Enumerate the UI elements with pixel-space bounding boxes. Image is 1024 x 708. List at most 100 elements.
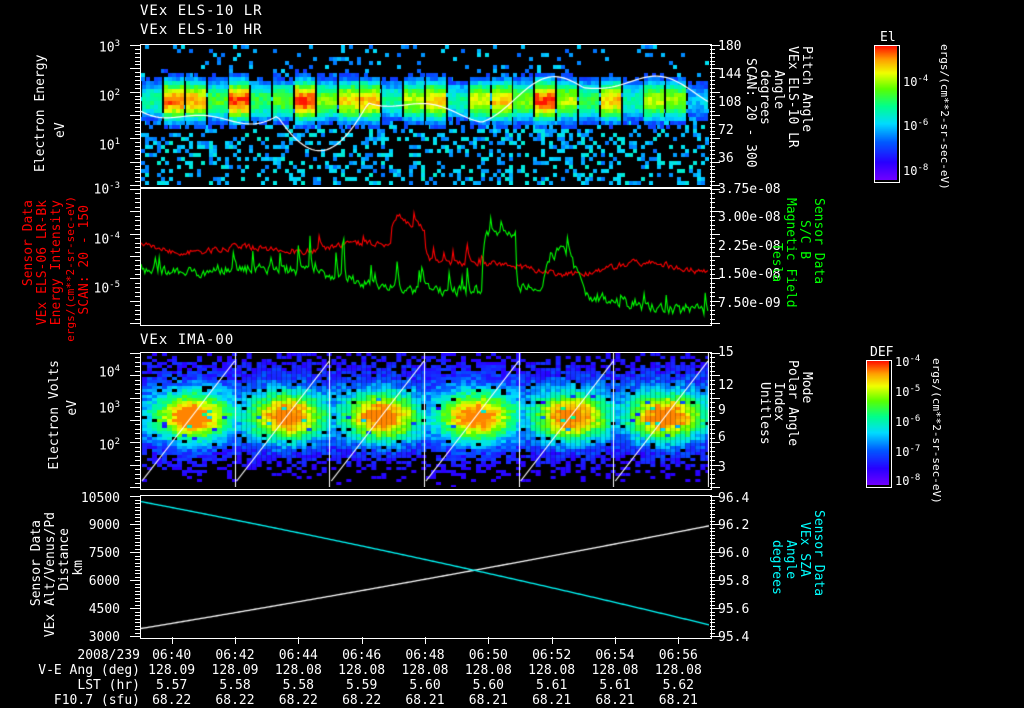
- bottom-cell-time: 06:40: [152, 648, 192, 663]
- panel2-right-label-3: Tesla: [769, 243, 784, 282]
- panel3-left-axis-unit: eV: [65, 400, 80, 416]
- panel4-right-text-0: Sensor Data: [811, 510, 826, 597]
- panel4-left-label-1: VEx Alt/Venus/Pd: [43, 512, 58, 638]
- bottom-cell-f107: 68.21: [468, 693, 508, 708]
- panel-ima-spectrogram[interactable]: [140, 352, 712, 490]
- panel4-ytick-4500: 4500: [88, 602, 120, 617]
- panel3-ytick-1e3: 103: [98, 400, 120, 417]
- bottom-cell-lst: 5.60: [472, 678, 504, 693]
- colorbar3-unit-text: ergs/(cm**2-sr-sec-eV): [930, 358, 943, 504]
- panel4-ytick-right-964: 96.4: [718, 491, 750, 506]
- panel2-left-ticks: [128, 189, 140, 324]
- panel3-right-text-0: Mode: [799, 372, 814, 404]
- panel1-ytick-right-36: 36: [718, 151, 734, 166]
- panel4-right-text-3: degrees: [769, 540, 784, 595]
- panel2-left-label-4: SCAN: 20 - 150: [77, 205, 92, 315]
- colorbar3-tick-1e-8: 10-8: [895, 473, 921, 488]
- panel1-right-label-4: SCAN: 20 - 300: [743, 58, 758, 168]
- panel2-left-text-2: Energy Intensity: [49, 200, 64, 326]
- panel4-ytick-right-958: 95.8: [718, 574, 750, 589]
- panel-els-spectrogram[interactable]: [140, 44, 712, 188]
- panel3-right-label-0: Mode: [799, 372, 814, 404]
- panel4-ytick-right-960: 96.0: [718, 546, 750, 561]
- panel3-right-text-3: Unitless: [757, 382, 772, 445]
- panel4-right-text-2: Angle: [783, 540, 798, 580]
- panel2-left-label-0: Sensor Data: [21, 200, 36, 286]
- colorbar1: [874, 45, 900, 183]
- panel4-left-label-0: Sensor Data: [29, 520, 44, 606]
- panel3-ytick-right-6: 6: [718, 430, 726, 445]
- panel4-right-text-1: VEx SZA: [797, 522, 812, 577]
- panel-energy-magfield[interactable]: [140, 188, 712, 326]
- panel3-title: VEx IMA-00: [140, 332, 235, 348]
- colorbar1-name: El: [880, 30, 896, 45]
- panel1-right-axis-label-d: degrees: [757, 70, 772, 125]
- panel2-right-text-2: Magnetic Field: [783, 198, 798, 308]
- panel3-left-axis-label: Electron Volts: [47, 360, 62, 470]
- panel3-left-text-1: eV: [65, 400, 80, 416]
- panel3-right-text-2: Index: [771, 382, 786, 422]
- panel3-right-label-2: Index: [771, 382, 786, 422]
- panel4-ytick-right-956: 95.6: [718, 602, 750, 617]
- bottom-cell-time: 06:50: [468, 648, 508, 663]
- panel3-ytick-right-3: 3: [718, 460, 726, 475]
- panel1-left-axis-label-text: Electron Energy: [33, 54, 48, 172]
- bottom-cell-f107: 68.21: [532, 693, 572, 708]
- panel3-left-ticks: [128, 353, 140, 488]
- panel1-ytick-10: 101: [98, 137, 120, 154]
- panel3-right-text-1: Polar Angle: [785, 360, 800, 447]
- bottom-cell-lst: 5.61: [536, 678, 568, 693]
- panel1-left-axis-unit-text: eV: [53, 122, 68, 138]
- bottom-row-label-ve-ang: V-E Ang (deg): [38, 663, 140, 678]
- bottom-row-label-f107: F10.7 (sfu): [53, 693, 140, 708]
- panel2-right-text-1: S/C B: [797, 220, 812, 260]
- panel2-left-text-3: ergs/(cm**2-sr-sec-eV): [64, 196, 77, 342]
- panel1-ytick-right-72: 72: [718, 123, 734, 138]
- bottom-cell-ve-ang: 128.08: [654, 663, 702, 678]
- panel4-ytick-6000: 6000: [88, 574, 120, 589]
- panel1-title-hr: VEx ELS-10 HR: [140, 22, 263, 38]
- bottom-row-label-lst: LST (hr): [77, 678, 140, 693]
- panel3-ytick-1e4: 104: [98, 364, 120, 381]
- bottom-cell-f107: 68.22: [215, 693, 255, 708]
- bottom-cell-time: 06:48: [405, 648, 445, 663]
- colorbar3-unit: ergs/(cm**2-sr-sec-eV): [930, 358, 943, 504]
- bottom-cell-f107: 68.22: [152, 693, 192, 708]
- panel1-right-label-2: Angle: [771, 70, 786, 110]
- panel2-right-ticks: [710, 189, 722, 324]
- panel4-right-label-2: Angle: [783, 540, 798, 580]
- panel1-ytick-1000: 103: [98, 39, 120, 56]
- bottom-cell-f107: 68.21: [595, 693, 635, 708]
- colorbar1-unit-text: ergs/(cm**2-sr-sec-eV): [938, 44, 951, 190]
- panel2-ytick-right-750: 7.50e-09: [718, 296, 781, 311]
- panel2-right-text-0: Sensor Data: [811, 198, 826, 285]
- panel2-ytick-right-150: 1.50e-08: [718, 267, 781, 282]
- bottom-cell-ve-ang: 128.08: [591, 663, 639, 678]
- bottom-cell-ve-ang: 128.08: [338, 663, 386, 678]
- panel4-ytick-10500: 10500: [80, 491, 120, 506]
- panel4-ytick-right-954: 95.4: [718, 630, 750, 645]
- panel1-ytick-right-144: 144: [718, 67, 742, 82]
- bottom-cell-lst: 5.59: [346, 678, 378, 693]
- bottom-cell-lst: 5.58: [219, 678, 251, 693]
- panel4-right-ticks: [710, 496, 722, 637]
- panel1-ytick-100: 102: [98, 88, 120, 105]
- panel4-left-ticks: [128, 496, 140, 637]
- panel-altitude-sza[interactable]: [140, 495, 712, 639]
- panel2-right-label-1: S/C B: [797, 220, 812, 260]
- bottom-cell-lst: 5.61: [599, 678, 631, 693]
- bottom-cell-lst: 5.58: [282, 678, 314, 693]
- bottom-cell-f107: 68.22: [342, 693, 382, 708]
- panel1-left-axis-unit: eV: [53, 88, 68, 138]
- panel4-left-text-1: VEx Alt/Venus/Pd: [43, 512, 58, 638]
- panel3-right-label-1: Polar Angle: [785, 360, 800, 447]
- bottom-cell-ve-ang: 128.08: [401, 663, 449, 678]
- colorbar3-tick-1e-5: 10-5: [895, 384, 921, 399]
- colorbar1-tick-1e-6: 10-6: [903, 118, 929, 133]
- panel2-right-label-2: Magnetic Field: [783, 198, 798, 308]
- bottom-cell-f107: 68.21: [658, 693, 698, 708]
- panel2-right-label-0: Sensor Data: [811, 198, 826, 285]
- colorbar1-tick-1e-4: 10-4: [903, 74, 929, 89]
- bottom-cell-time: 06:44: [278, 648, 318, 663]
- colorbar3: [866, 360, 892, 488]
